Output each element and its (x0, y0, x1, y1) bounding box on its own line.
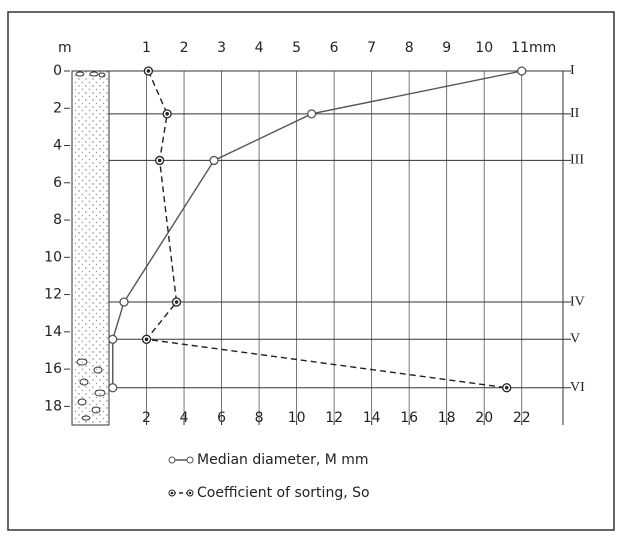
layer-label: VI (570, 380, 585, 395)
y-tick-label: 18 (44, 398, 62, 414)
y-tick-label: 4 (53, 138, 62, 154)
data-point-dot (504, 385, 509, 390)
y-tick-label: 12 (44, 287, 62, 303)
x2-tick-label: 16 (400, 410, 418, 426)
x-tick-label: 10 (475, 40, 493, 56)
data-point (306, 109, 317, 119)
gravel (75, 71, 106, 421)
layer-label: III (570, 153, 584, 168)
y-tick-label: 6 (53, 175, 62, 191)
data-point-dot (157, 158, 162, 163)
x-tick-label: 3 (217, 40, 226, 56)
x2-tick-label: 4 (180, 410, 189, 426)
legend-label: Median diameter, M mm (197, 452, 369, 468)
x-tick-label: 1 (142, 40, 151, 56)
x-tick-label: 4 (255, 40, 264, 56)
series-line (112, 70, 522, 388)
x-tick-label: 2 (180, 40, 189, 56)
data-point-dot (165, 112, 169, 116)
y-tick-label: 10 (44, 249, 62, 265)
x-tick-label: 8 (405, 40, 414, 56)
x2-tick-label: 20 (475, 410, 493, 426)
data-point (119, 297, 129, 307)
layer-label: V (570, 332, 580, 347)
x-tick-label: 9 (442, 40, 451, 56)
x2-tick-label: 8 (255, 410, 264, 426)
y-tick-label: 0 (53, 63, 62, 79)
x-tick-label: 5 (292, 40, 301, 56)
x2-tick-label: 12 (325, 410, 343, 426)
data-point-dot (144, 337, 149, 342)
x2-tick-label: 10 (288, 410, 306, 426)
y-tick-label: 8 (53, 212, 62, 228)
frame (7, 11, 615, 531)
legend-marker (186, 456, 194, 464)
data-point (108, 383, 118, 393)
x2-tick-label: 2 (142, 410, 151, 426)
x-tick-label: 6 (330, 40, 339, 56)
x2-tick-label: 14 (363, 410, 381, 426)
y-axis-label: m (58, 40, 72, 56)
series-line (145, 70, 507, 389)
y-tick-label: 2 (53, 100, 62, 116)
layer-label: I (570, 63, 575, 78)
layer-label: II (570, 106, 580, 121)
lithology-column (71, 70, 110, 426)
data-point (108, 334, 118, 344)
y-tick-label: 16 (44, 361, 62, 377)
x-tick-label: 7 (367, 40, 376, 56)
data-point-dot (146, 69, 151, 73)
x2-tick-label: 22 (513, 410, 531, 426)
legend-marker-dot (170, 491, 174, 495)
legend-marker-dot (188, 491, 192, 495)
data-point-dot (174, 300, 179, 304)
data-point (209, 155, 219, 166)
legend-label: Coefficient of sorting, So (197, 485, 370, 501)
x2-tick-label: 18 (438, 410, 456, 426)
y-tick-label: 14 (44, 324, 62, 340)
layer-label: IV (570, 294, 585, 309)
data-point (517, 66, 527, 76)
legend-marker (168, 456, 176, 464)
x-tick-label: 11mm (511, 40, 556, 56)
x2-tick-label: 6 (217, 410, 226, 426)
